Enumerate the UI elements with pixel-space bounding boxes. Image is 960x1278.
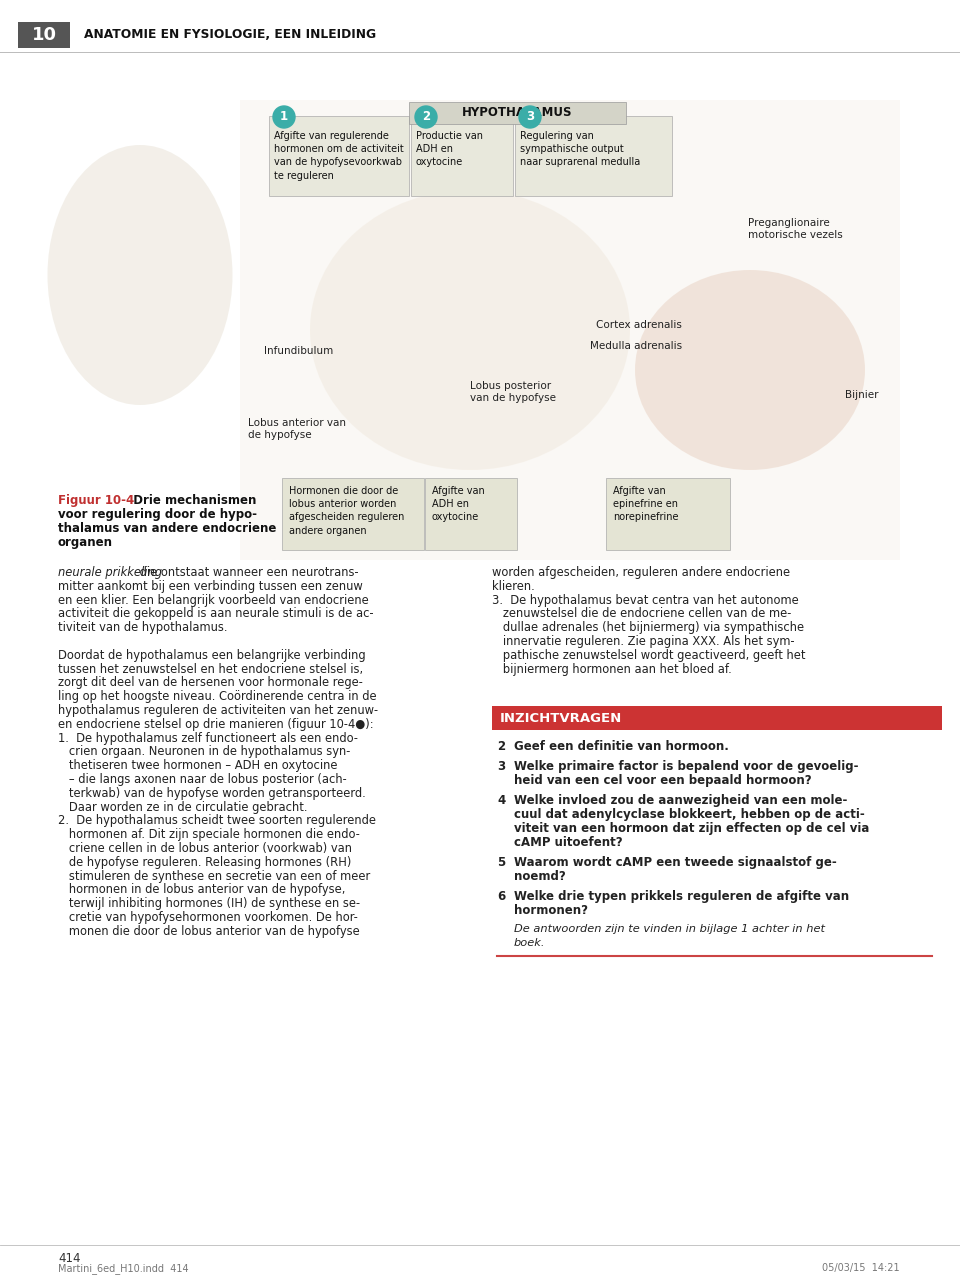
Text: 414: 414 — [58, 1252, 81, 1265]
FancyBboxPatch shape — [515, 116, 672, 196]
Text: pathische zenuwstelsel wordt geactiveerd, geeft het: pathische zenuwstelsel wordt geactiveerd… — [492, 649, 805, 662]
Text: Figuur 10-4: Figuur 10-4 — [58, 495, 134, 507]
Text: ling op het hoogste niveau. Coördinerende centra in de: ling op het hoogste niveau. Coördinerend… — [58, 690, 376, 703]
Text: Waarom wordt cAMP een tweede signaalstof ge-: Waarom wordt cAMP een tweede signaalstof… — [514, 856, 837, 869]
Text: De antwoorden zijn te vinden in bijlage 1 achter in het: De antwoorden zijn te vinden in bijlage … — [514, 924, 825, 934]
FancyBboxPatch shape — [269, 116, 409, 196]
Text: cAMP uitoefent?: cAMP uitoefent? — [514, 836, 623, 850]
Text: zorgt dit deel van de hersenen voor hormonale rege-: zorgt dit deel van de hersenen voor horm… — [58, 676, 363, 689]
Text: Productie van
ADH en
oxytocine: Productie van ADH en oxytocine — [416, 132, 483, 167]
Text: 5: 5 — [497, 856, 505, 869]
Text: organen: organen — [58, 535, 113, 550]
Text: Drie mechanismen: Drie mechanismen — [125, 495, 256, 507]
Text: bijniermerg hormonen aan het bloed af.: bijniermerg hormonen aan het bloed af. — [492, 662, 732, 676]
Text: die ontstaat wanneer een neurotrans-: die ontstaat wanneer een neurotrans- — [135, 566, 358, 579]
FancyBboxPatch shape — [492, 707, 942, 731]
Text: Welke primaire factor is bepalend voor de gevoelig-: Welke primaire factor is bepalend voor d… — [514, 760, 858, 773]
Text: Preganglionaire
motorische vezels: Preganglionaire motorische vezels — [748, 219, 843, 239]
Text: monen die door de lobus anterior van de hypofyse: monen die door de lobus anterior van de … — [58, 925, 360, 938]
FancyBboxPatch shape — [240, 100, 900, 560]
Ellipse shape — [310, 190, 630, 470]
Text: Martini_6ed_H10.indd  414: Martini_6ed_H10.indd 414 — [58, 1263, 188, 1274]
FancyBboxPatch shape — [425, 478, 517, 550]
Text: noemd?: noemd? — [514, 870, 565, 883]
Text: en een klier. Een belangrijk voorbeeld van endocriene: en een klier. Een belangrijk voorbeeld v… — [58, 593, 369, 607]
Text: zenuwstelsel die de endocriene cellen van de me-: zenuwstelsel die de endocriene cellen va… — [492, 607, 791, 620]
Text: Geef een definitie van hormoon.: Geef een definitie van hormoon. — [514, 740, 729, 754]
Circle shape — [519, 106, 541, 128]
Text: neurale prikkeling: neurale prikkeling — [58, 566, 162, 579]
Text: Lobus posterior
van de hypofyse: Lobus posterior van de hypofyse — [470, 381, 556, 403]
Text: boek.: boek. — [514, 938, 545, 948]
Text: en endocriene stelsel op drie manieren (figuur 10-4●):: en endocriene stelsel op drie manieren (… — [58, 718, 373, 731]
Text: Daar worden ze in de circulatie gebracht.: Daar worden ze in de circulatie gebracht… — [58, 800, 307, 814]
Text: Welke drie typen prikkels reguleren de afgifte van: Welke drie typen prikkels reguleren de a… — [514, 891, 850, 904]
Circle shape — [415, 106, 437, 128]
Text: de hypofyse reguleren. Releasing hormones (RH): de hypofyse reguleren. Releasing hormone… — [58, 856, 351, 869]
Text: klieren.: klieren. — [492, 580, 535, 593]
Text: 4: 4 — [497, 795, 505, 808]
Text: worden afgescheiden, reguleren andere endocriene: worden afgescheiden, reguleren andere en… — [492, 566, 790, 579]
Text: Afgifte van
ADH en
oxytocine: Afgifte van ADH en oxytocine — [432, 486, 485, 523]
Text: Lobus anterior van
de hypofyse: Lobus anterior van de hypofyse — [248, 418, 346, 440]
Text: 6: 6 — [497, 891, 505, 904]
Text: tussen het zenuwstelsel en het endocriene stelsel is,: tussen het zenuwstelsel en het endocrien… — [58, 662, 363, 676]
FancyBboxPatch shape — [409, 102, 626, 124]
Text: viteit van een hormoon dat zijn effecten op de cel via: viteit van een hormoon dat zijn effecten… — [514, 823, 870, 836]
Text: hypothalamus reguleren de activiteiten van het zenuw-: hypothalamus reguleren de activiteiten v… — [58, 704, 378, 717]
Text: 10: 10 — [32, 26, 57, 43]
Text: cretie van hypofysehormonen voorkomen. De hor-: cretie van hypofysehormonen voorkomen. D… — [58, 911, 358, 924]
FancyBboxPatch shape — [282, 478, 424, 550]
Ellipse shape — [635, 270, 865, 470]
Text: ANATOMIE EN FYSIOLOGIE, EEN INLEIDING: ANATOMIE EN FYSIOLOGIE, EEN INLEIDING — [84, 28, 376, 41]
Text: dullae adrenales (het bijniermerg) via sympathische: dullae adrenales (het bijniermerg) via s… — [492, 621, 804, 634]
Text: Infundibulum: Infundibulum — [264, 346, 333, 357]
Text: Afgifte van
epinefrine en
norepinefrine: Afgifte van epinefrine en norepinefrine — [613, 486, 679, 523]
Text: 3: 3 — [526, 110, 534, 124]
Text: Afgifte van regulerende
hormonen om de activiteit
van de hypofysevoorkwab
te reg: Afgifte van regulerende hormonen om de a… — [274, 132, 404, 180]
Text: – die langs axonen naar de lobus posterior (ach-: – die langs axonen naar de lobus posteri… — [58, 773, 347, 786]
Text: HYPOTHALAMUS: HYPOTHALAMUS — [463, 106, 573, 120]
Text: 2: 2 — [497, 740, 505, 754]
Text: 1: 1 — [280, 110, 288, 124]
Text: 2: 2 — [422, 110, 430, 124]
Text: Hormonen die door de
lobus anterior worden
afgescheiden reguleren
andere organen: Hormonen die door de lobus anterior word… — [289, 486, 404, 535]
Text: heid van een cel voor een bepaald hormoon?: heid van een cel voor een bepaald hormoo… — [514, 774, 811, 787]
Text: Medulla adrenalis: Medulla adrenalis — [590, 341, 683, 351]
Text: hormonen in de lobus anterior van de hypofyse,: hormonen in de lobus anterior van de hyp… — [58, 883, 346, 896]
Text: hormonen?: hormonen? — [514, 905, 588, 918]
Text: 3.  De hypothalamus bevat centra van het autonome: 3. De hypothalamus bevat centra van het … — [492, 593, 799, 607]
Text: 1.  De hypothalamus zelf functioneert als een endo-: 1. De hypothalamus zelf functioneert als… — [58, 731, 358, 745]
Text: voor regulering door de hypo-: voor regulering door de hypo- — [58, 507, 257, 521]
Text: Welke invloed zou de aanwezigheid van een mole-: Welke invloed zou de aanwezigheid van ee… — [514, 795, 848, 808]
Text: thalamus van andere endocriene: thalamus van andere endocriene — [58, 521, 276, 535]
Text: terwijl inhibiting hormones (IH) de synthese en se-: terwijl inhibiting hormones (IH) de synt… — [58, 897, 360, 910]
Ellipse shape — [47, 144, 232, 405]
FancyBboxPatch shape — [18, 22, 70, 49]
Text: Doordat de hypothalamus een belangrijke verbinding: Doordat de hypothalamus een belangrijke … — [58, 649, 366, 662]
FancyBboxPatch shape — [606, 478, 730, 550]
Text: INZICHTVRAGEN: INZICHTVRAGEN — [500, 712, 622, 725]
Text: terkwab) van de hypofyse worden getransporteerd.: terkwab) van de hypofyse worden getransp… — [58, 787, 366, 800]
Text: 3: 3 — [497, 760, 505, 773]
Text: Bijnier: Bijnier — [845, 390, 878, 400]
Text: crien orgaan. Neuronen in de hypothalamus syn-: crien orgaan. Neuronen in de hypothalamu… — [58, 745, 350, 758]
Text: stimuleren de synthese en secretie van een of meer: stimuleren de synthese en secretie van e… — [58, 869, 371, 883]
Text: activiteit die gekoppeld is aan neurale stimuli is de ac-: activiteit die gekoppeld is aan neurale … — [58, 607, 373, 620]
Text: Regulering van
sympathische output
naar suprarenal medulla: Regulering van sympathische output naar … — [520, 132, 640, 167]
Text: hormonen af. Dit zijn speciale hormonen die endo-: hormonen af. Dit zijn speciale hormonen … — [58, 828, 360, 841]
Text: Cortex adrenalis: Cortex adrenalis — [596, 320, 682, 330]
Text: cuul dat adenylcyclase blokkeert, hebben op de acti-: cuul dat adenylcyclase blokkeert, hebben… — [514, 809, 865, 822]
Text: thetiseren twee hormonen – ADH en oxytocine: thetiseren twee hormonen – ADH en oxytoc… — [58, 759, 338, 772]
Text: 05/03/15  14:21: 05/03/15 14:21 — [823, 1263, 900, 1273]
FancyBboxPatch shape — [411, 116, 513, 196]
Text: 2.  De hypothalamus scheidt twee soorten regulerende: 2. De hypothalamus scheidt twee soorten … — [58, 814, 376, 827]
Text: innervatie reguleren. Zie pagina XXX. Als het sym-: innervatie reguleren. Zie pagina XXX. Al… — [492, 635, 795, 648]
Text: tiviteit van de hypothalamus.: tiviteit van de hypothalamus. — [58, 621, 228, 634]
Text: mitter aankomt bij een verbinding tussen een zenuw: mitter aankomt bij een verbinding tussen… — [58, 580, 363, 593]
Text: criene cellen in de lobus anterior (voorkwab) van: criene cellen in de lobus anterior (voor… — [58, 842, 352, 855]
Circle shape — [273, 106, 295, 128]
